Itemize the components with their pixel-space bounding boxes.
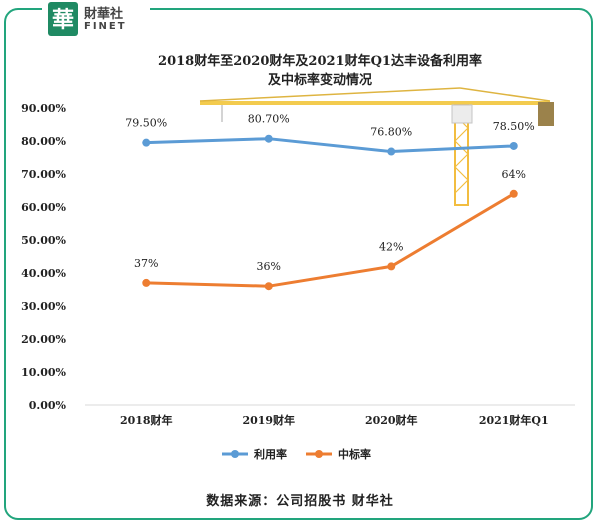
data-label: 37% bbox=[134, 257, 158, 270]
series-layer: 79.50% 80.70% 76.80% 78.50% 37% 36% 42% 64% bbox=[125, 113, 535, 291]
legend-swatch-marker bbox=[315, 450, 323, 458]
x-tick-label: 2020财年 bbox=[365, 413, 418, 427]
brand-seal: 華 bbox=[48, 2, 78, 36]
legend-label: 中标率 bbox=[338, 447, 371, 461]
chart-title: 2018财年至2020财年及2021财年Q1达丰设备利用率 及中标率变动情况 bbox=[100, 52, 540, 90]
x-tick-label: 2021财年Q1 bbox=[479, 413, 549, 427]
y-tick-label: 50.00% bbox=[21, 234, 66, 247]
data-point bbox=[264, 282, 273, 291]
y-tick-label: 40.00% bbox=[21, 267, 66, 280]
y-tick-label: 10.00% bbox=[21, 366, 66, 379]
data-point bbox=[509, 141, 518, 150]
seal-icon: 華 bbox=[52, 7, 74, 33]
crane-tie-back bbox=[459, 87, 551, 102]
data-label: 79.50% bbox=[125, 117, 167, 130]
data-point bbox=[387, 147, 396, 156]
crane-illustration bbox=[199, 87, 554, 206]
y-tick-label: 0.00% bbox=[29, 399, 67, 412]
data-point bbox=[387, 262, 396, 271]
crane-lattice bbox=[454, 114, 469, 194]
data-point bbox=[142, 138, 151, 147]
crane-counterweight bbox=[538, 102, 554, 126]
data-label: 42% bbox=[379, 240, 403, 253]
data-label: 76.80% bbox=[370, 126, 412, 139]
y-tick-label: 70.00% bbox=[21, 168, 66, 181]
source-note: 数据来源：公司招股书 财华社 bbox=[206, 494, 394, 509]
legend-swatch-marker bbox=[231, 450, 239, 458]
seal-char: 華 bbox=[52, 7, 74, 33]
brand-name-cn: 財華社 bbox=[84, 7, 124, 22]
series-line-bid-rate bbox=[146, 192, 515, 288]
data-label: 78.50% bbox=[493, 120, 535, 133]
chart-title-line-1: 2018财年至2020财年及2021财年Q1达丰设备利用率 bbox=[158, 54, 482, 69]
series-line-utilization bbox=[146, 137, 514, 154]
y-tick-label: 60.00% bbox=[21, 201, 66, 214]
data-point bbox=[264, 134, 273, 143]
y-axis-ticks: 0.00% 10.00% 20.00% 30.00% 40.00% 50.00% 60.00… bbox=[21, 102, 66, 412]
y-tick-label: 20.00% bbox=[21, 333, 66, 346]
data-label: 36% bbox=[257, 260, 281, 273]
data-point bbox=[509, 189, 518, 198]
x-axis-labels: 2018财年 2019财年 2020财年 2021财年Q1 bbox=[120, 413, 549, 427]
chart-title-line-2: 及中标率变动情况 bbox=[267, 73, 372, 88]
brand-name-en: FINET bbox=[84, 21, 127, 32]
crane-cab bbox=[451, 104, 473, 124]
y-tick-label: 80.00% bbox=[21, 135, 66, 148]
y-tick-label: 30.00% bbox=[21, 300, 66, 313]
data-point bbox=[142, 278, 151, 287]
crane-tie bbox=[199, 87, 461, 102]
x-tick-label: 2018财年 bbox=[120, 413, 173, 427]
crane-jib bbox=[200, 101, 550, 105]
legend-label: 利用率 bbox=[254, 447, 287, 461]
data-label: 80.70% bbox=[248, 113, 290, 126]
x-tick-label: 2019财年 bbox=[242, 413, 295, 427]
data-label: 64% bbox=[502, 168, 526, 181]
legend: 利用率 中标率 bbox=[222, 447, 371, 461]
y-tick-label: 90.00% bbox=[21, 102, 66, 115]
